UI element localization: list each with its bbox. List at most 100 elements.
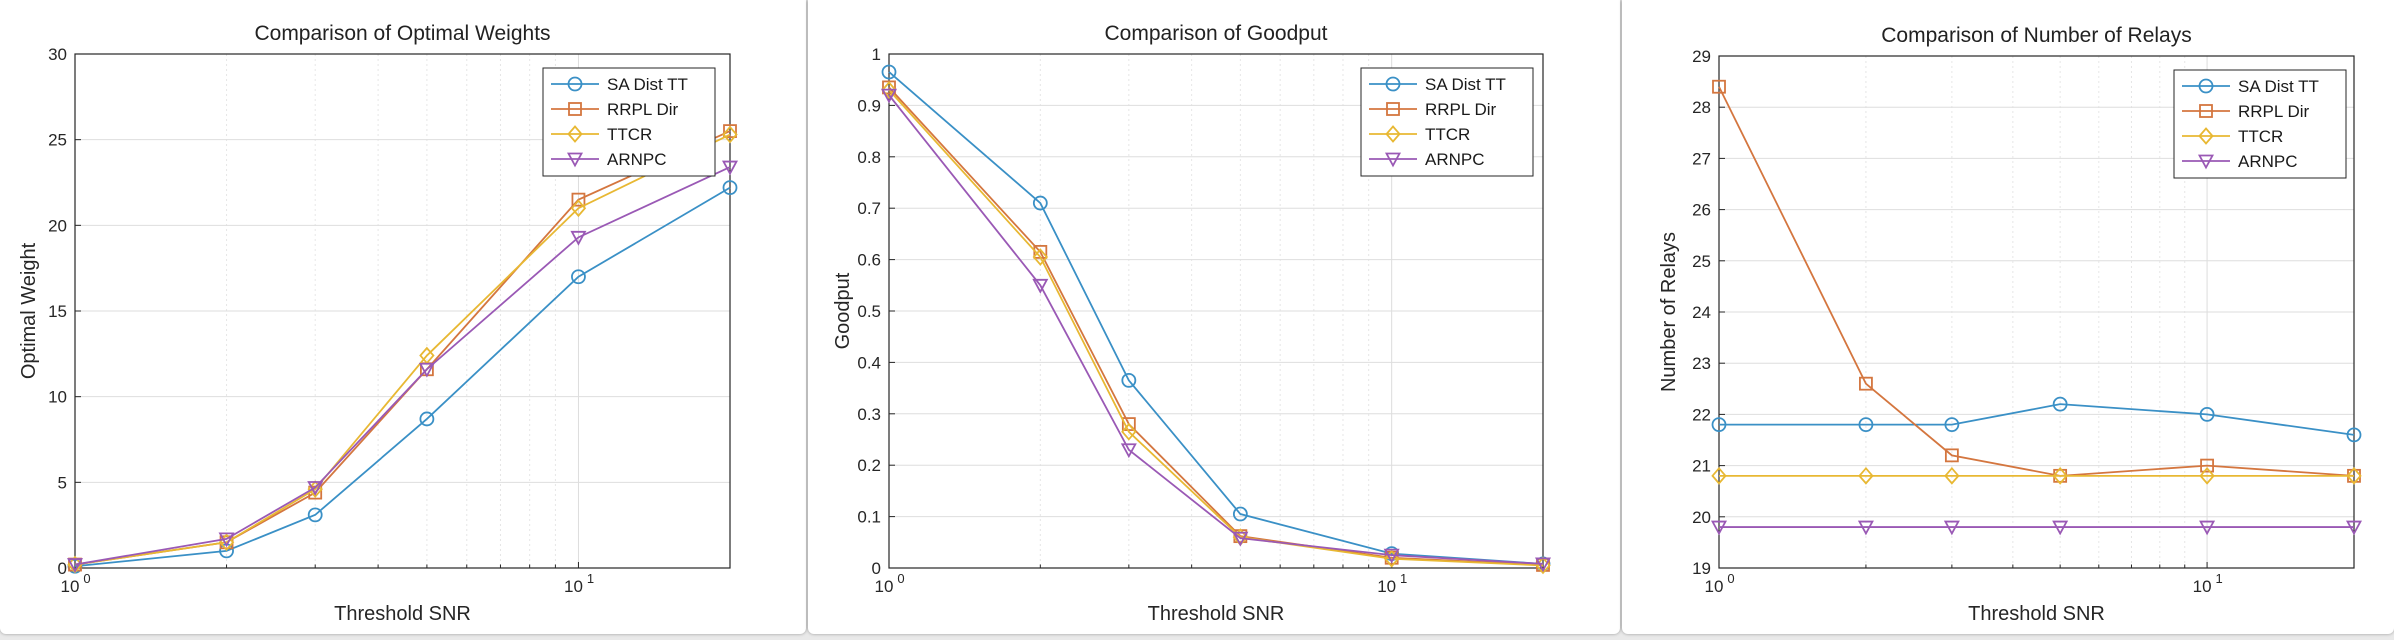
x-tick-exponent: 1 xyxy=(1400,571,1407,586)
y-tick-label: 0.6 xyxy=(857,251,881,270)
data-point-arnpc xyxy=(418,362,435,378)
data-point-ttcr xyxy=(881,81,897,99)
data-point-ttcr xyxy=(2346,466,2362,485)
legend-marker-ttcr xyxy=(2198,127,2214,145)
y-tick-label: 0.4 xyxy=(857,353,881,372)
data-point-sa-dist-tt xyxy=(419,411,435,427)
data-point-ttcr xyxy=(1121,422,1137,441)
data-point-sa-dist-tt xyxy=(1032,195,1048,211)
legend-marker-arnpc xyxy=(1384,152,1402,168)
legend-label-ttcr: TTCR xyxy=(2238,127,2283,146)
x-axis-label: Threshold SNR xyxy=(1968,603,2105,625)
legend-marker-sa-dist-tt xyxy=(2198,78,2214,94)
legend-marker-rrpl-dir xyxy=(1386,102,1400,116)
data-point-rrpl-dir xyxy=(2200,458,2214,473)
y-tick-label: 26 xyxy=(1692,201,1711,220)
series-line-arnpc xyxy=(74,166,731,566)
y-tick-label: 1 xyxy=(872,45,881,64)
y-tick-label: 25 xyxy=(1692,252,1711,271)
data-point-arnpc xyxy=(1383,548,1400,564)
data-point-arnpc xyxy=(1120,443,1137,459)
data-point-rrpl-dir xyxy=(571,192,586,207)
data-point-arnpc xyxy=(2345,520,2363,536)
series-line-sa-dist-tt xyxy=(888,71,1544,565)
series-line-sa-dist-tt xyxy=(74,186,731,568)
data-point-ttcr xyxy=(2199,466,2215,485)
data-point-arnpc xyxy=(1943,520,1960,536)
legend-label-rrpl-dir: RRPL Dir xyxy=(607,100,678,119)
data-point-sa-dist-tt xyxy=(1944,417,1960,433)
y-tick-label: 0.8 xyxy=(857,148,881,167)
data-point-sa-dist-tt xyxy=(571,269,586,285)
series-line-ttcr xyxy=(74,133,731,566)
data-point-arnpc xyxy=(2199,520,2216,536)
data-point-arnpc xyxy=(721,160,739,176)
x-tick-exponent: 1 xyxy=(2215,571,2222,586)
y-tick-label: 0.7 xyxy=(857,199,881,218)
figure-window-goodput: 0 0.1 0.2 0.3 0.4 0.5 0.6 0.7 0.8 0.9 1 10 0 10 1 Compa… xyxy=(808,0,1620,634)
data-point-ttcr xyxy=(2052,466,2068,485)
figure-window-relays: 19 20 21 22 23 24 25 26 27 28 29 10 0 10 1 Comparison o… xyxy=(1622,0,2394,634)
y-tick-label: 25 xyxy=(48,131,67,150)
figure-window-weights: 0 5 10 15 20 25 30 10 0 10 1 Comparison of Optimal … xyxy=(0,0,806,634)
x-tick-exponent: 0 xyxy=(83,571,90,586)
x-tick-label: 10 xyxy=(2193,577,2212,596)
x-tick-label: 10 xyxy=(875,577,894,596)
y-tick-label: 22 xyxy=(1692,405,1711,424)
data-point-sa-dist-tt xyxy=(2199,406,2215,422)
data-point-rrpl-dir xyxy=(723,124,737,138)
x-tick-label: 10 xyxy=(1377,577,1396,596)
x-tick-exponent: 0 xyxy=(897,571,904,586)
x-axis-label: Threshold SNR xyxy=(334,603,471,625)
y-tick-label: 5 xyxy=(58,473,67,492)
series-line-arnpc xyxy=(888,94,1544,565)
legend-marker-arnpc xyxy=(2197,154,2215,170)
data-point-sa-dist-tt xyxy=(307,507,323,523)
data-point-sa-dist-tt xyxy=(881,64,897,80)
legend-marker-arnpc xyxy=(566,152,584,168)
chart-title: Comparison of Optimal Weights xyxy=(254,22,550,45)
legend-label-ttcr: TTCR xyxy=(1425,125,1470,144)
x-tick-exponent: 1 xyxy=(587,571,594,586)
data-point-arnpc xyxy=(1032,278,1049,294)
y-tick-label: 10 xyxy=(48,388,67,407)
y-tick-label: 0.5 xyxy=(857,302,881,321)
data-point-ttcr xyxy=(722,125,738,144)
data-point-rrpl-dir xyxy=(1859,376,1873,391)
x-tick-label: 10 xyxy=(564,577,583,596)
y-tick-label: 0.9 xyxy=(857,96,881,115)
y-tick-label: 29 xyxy=(1692,47,1711,66)
y-tick-label: 24 xyxy=(1692,303,1711,322)
series-ttcr xyxy=(1711,466,2362,485)
y-tick-label: 23 xyxy=(1692,354,1711,373)
series-line-sa-dist-tt xyxy=(1719,403,2355,436)
legend-label-rrpl-dir: RRPL Dir xyxy=(2238,102,2309,121)
series-arnpc xyxy=(66,160,739,573)
data-point-arnpc xyxy=(66,558,84,573)
legend: SA Dist TT RRPL Dir TTCR ARNPC xyxy=(1360,67,1534,177)
legend: SA Dist TT RRPL Dir TTCR ARNPC xyxy=(2173,69,2347,179)
legend-label-arnpc: ARNPC xyxy=(607,150,667,169)
legend-label-ttcr: TTCR xyxy=(607,125,652,144)
y-axis-label: Goodput xyxy=(832,272,854,349)
chart-title: Comparison of Number of Relays xyxy=(1881,24,2191,47)
x-tick-exponent: 0 xyxy=(1727,571,1734,586)
data-point-ttcr xyxy=(1858,466,1874,485)
series-arnpc xyxy=(1710,520,2363,536)
y-tick-label: 0 xyxy=(872,559,881,578)
data-point-arnpc xyxy=(2052,520,2069,536)
legend-label-rrpl-dir: RRPL Dir xyxy=(1425,100,1496,119)
data-point-rrpl-dir xyxy=(1712,79,1726,94)
legend-marker-rrpl-dir xyxy=(568,102,582,116)
data-point-sa-dist-tt xyxy=(1858,417,1874,433)
legend-marker-ttcr xyxy=(567,125,583,143)
y-tick-label: 27 xyxy=(1692,149,1711,168)
data-point-arnpc xyxy=(1710,520,1728,536)
data-point-ttcr xyxy=(1032,248,1049,266)
data-point-sa-dist-tt xyxy=(1232,506,1248,522)
data-point-arnpc xyxy=(880,88,898,104)
legend-label-arnpc: ARNPC xyxy=(1425,150,1485,169)
data-point-sa-dist-tt xyxy=(2346,427,2362,443)
